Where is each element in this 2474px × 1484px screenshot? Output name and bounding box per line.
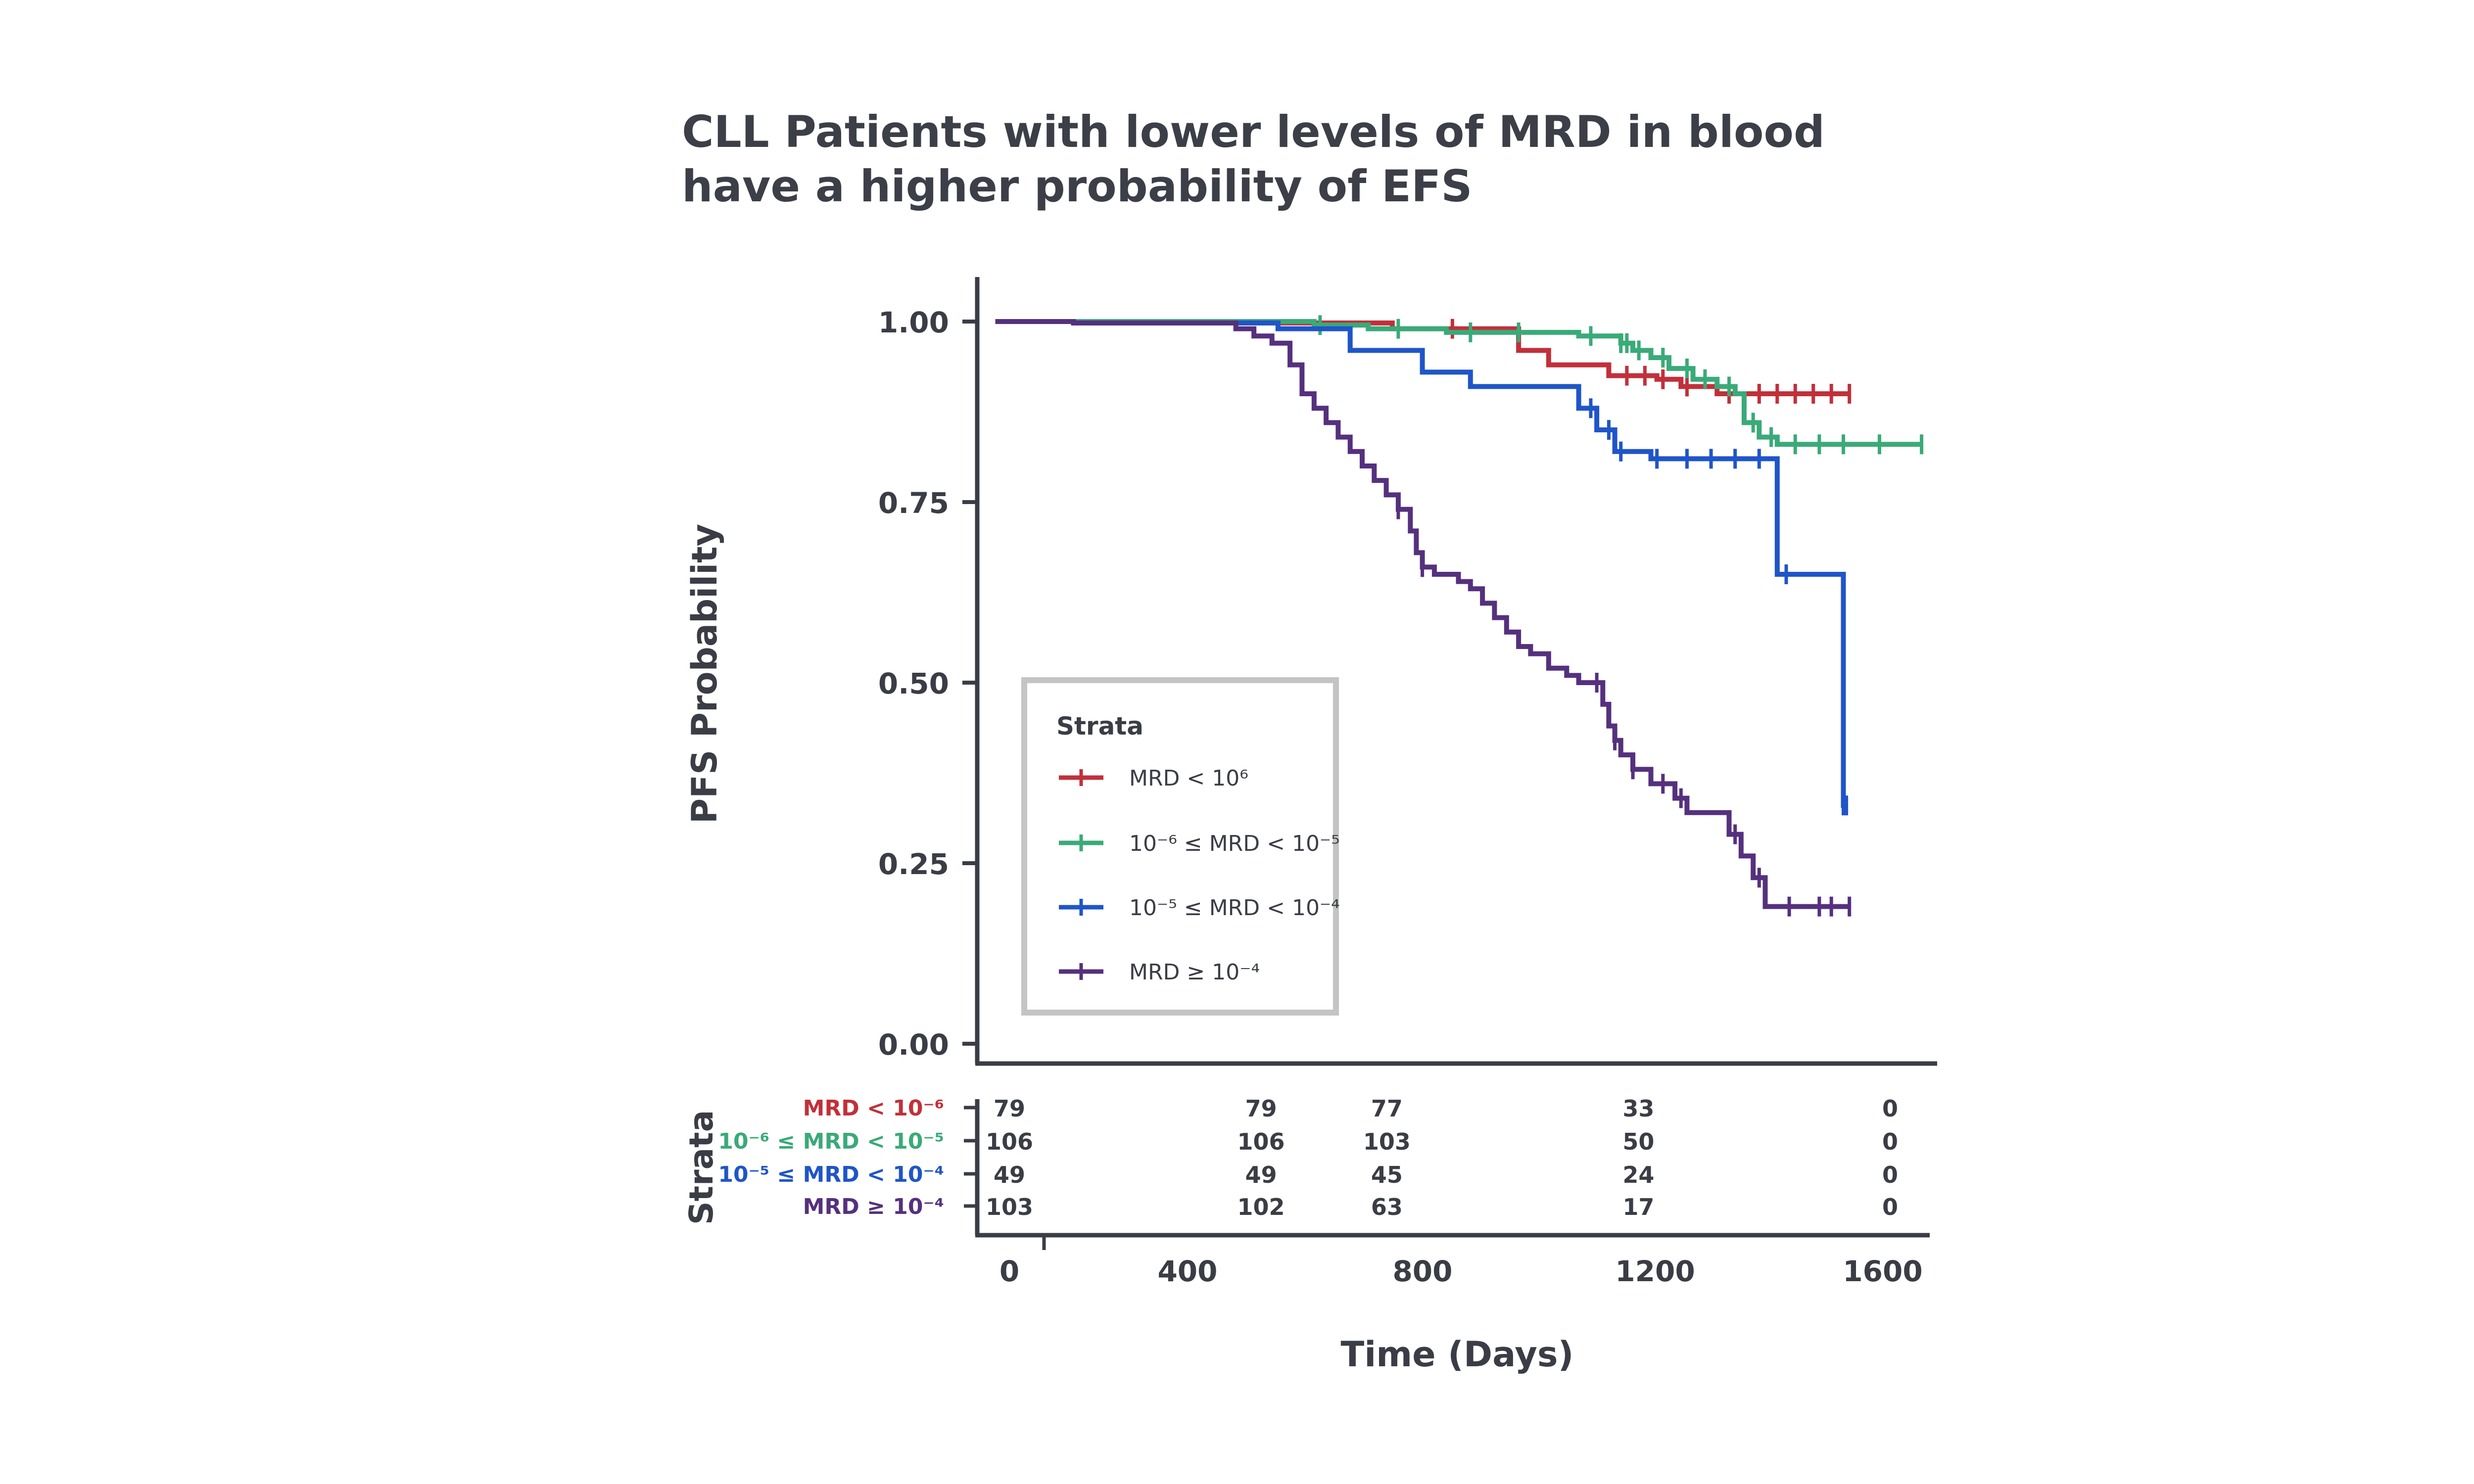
legend-box [1021,677,1339,1016]
risk-row-4: MRD ≥ 10⁻⁴ 103 102 63 17 0 [803,1194,1898,1220]
risk-value: 17 [1622,1194,1654,1220]
risk-row-3: 10⁻⁵ ≤ MRD < 10⁻⁴ 49 49 45 24 0 [718,1161,1898,1188]
series-3 [995,319,1849,816]
risk-value: 0 [1882,1095,1898,1122]
legend-title: Strata [1056,712,1143,741]
risk-value: 77 [1371,1095,1403,1122]
x-tick-label: 800 [1392,1254,1452,1288]
series-line [995,319,1922,447]
risk-table: MRD < 10⁻⁶ 79 79 77 33 010⁻⁶ ≤ MRD < 10⁻⁵ 106 1… [718,1095,1930,1288]
legend-label: MRD < 10⁶ [1129,766,1248,791]
risk-value: 0 [1882,1161,1898,1188]
legend-item-1: MRD < 10⁶ [1059,766,1248,791]
risk-row-label: 10⁻⁵ ≤ MRD < 10⁻⁴ [718,1162,944,1187]
legend-label: MRD ≥ 10⁻⁴ [1129,960,1260,985]
survival-curves [995,315,1924,917]
risk-row-label: 10⁻⁶ ≤ MRD < 10⁻⁵ [718,1129,944,1154]
risk-value: 49 [994,1161,1025,1188]
legend: Strata MRD < 10⁶ 10⁻⁶ ≤ MRD < 10⁻⁵ 10⁻⁵ ≤ M… [1021,677,1340,1016]
risk-row-2: 10⁻⁶ ≤ MRD < 10⁻⁵ 106 106 103 50 0 [718,1128,1898,1155]
y-tick-label: 0.25 [878,847,949,881]
risk-value: 63 [1371,1194,1403,1220]
risk-value: 50 [1622,1128,1654,1155]
legend-item-2: 10⁻⁶ ≤ MRD < 10⁻⁵ [1059,831,1340,856]
risk-value: 79 [994,1095,1025,1122]
risk-value: 102 [1237,1194,1285,1220]
risk-value: 45 [1371,1161,1403,1188]
series-4 [995,319,1852,917]
series-line [995,319,1847,808]
risk-row-label: MRD < 10⁻⁶ [803,1096,944,1121]
legend-label: 10⁻⁵ ≤ MRD < 10⁻⁴ [1129,895,1340,921]
x-tick-label: 1200 [1615,1254,1695,1288]
y-tick-label: 0.75 [878,486,949,520]
series-line [995,319,1850,909]
risk-value: 79 [1245,1095,1277,1122]
risk-value: 24 [1622,1161,1654,1188]
x-axis-label: Time (Days) [1341,1334,1574,1375]
x-tick-label: 0 [999,1254,1019,1288]
y-axis-label: PFS Probability [684,524,725,824]
risk-value: 103 [986,1194,1033,1220]
series-2 [995,315,1924,455]
risk-value: 33 [1622,1095,1654,1122]
y-tick-label: 0.00 [878,1028,949,1062]
risk-value: 106 [1237,1128,1285,1155]
y-tick-label: 1.00 [878,306,949,339]
risk-table-label: Strata [682,1110,720,1225]
risk-value: 49 [1245,1161,1277,1188]
chart-title-line-1: CLL Patients with lower levels of MRD in… [682,106,1825,157]
risk-value: 106 [986,1128,1033,1155]
main-axes: 0.00 0.25 0.50 0.75 1.00 [878,277,1937,1066]
risk-value: 103 [1363,1128,1411,1155]
chart-title: CLL Patients with lower levels of MRD in… [682,105,1825,214]
x-tick-label: 1600 [1843,1254,1922,1288]
y-tick-label: 0.50 [878,667,949,700]
risk-row-label: MRD ≥ 10⁻⁴ [803,1194,944,1219]
legend-item-4: MRD ≥ 10⁻⁴ [1059,960,1260,985]
risk-value: 0 [1882,1194,1898,1220]
chart-title-line-2: have a higher probability of EFS [682,161,1473,212]
risk-row-1: MRD < 10⁻⁶ 79 79 77 33 0 [803,1095,1898,1122]
legend-item-3: 10⁻⁵ ≤ MRD < 10⁻⁴ [1059,895,1340,921]
legend-label: 10⁻⁶ ≤ MRD < 10⁻⁵ [1129,831,1340,856]
x-tick-label: 400 [1157,1254,1217,1288]
risk-value: 0 [1882,1128,1898,1155]
